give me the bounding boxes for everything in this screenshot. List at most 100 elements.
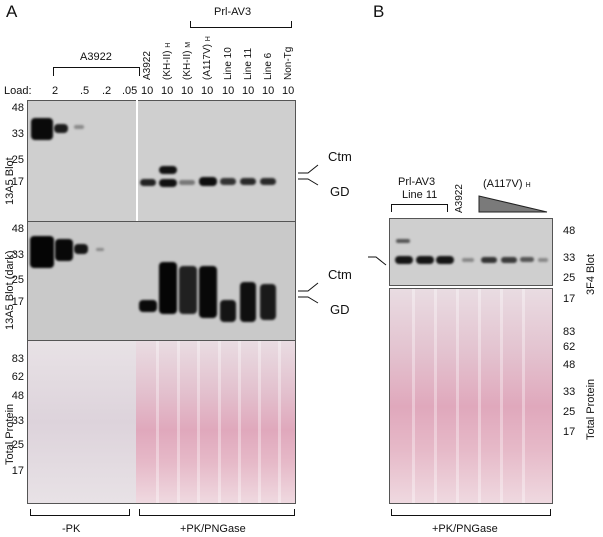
connector-b bbox=[368, 256, 387, 266]
band bbox=[199, 266, 217, 318]
blot-13a5 bbox=[27, 100, 296, 222]
load-value: 2 bbox=[52, 85, 59, 97]
prl-label-b1: Prl-AV3 bbox=[398, 176, 436, 188]
load-label: Load: bbox=[4, 85, 32, 97]
band bbox=[179, 266, 197, 314]
panel-a-label: A bbox=[6, 2, 18, 21]
band bbox=[395, 256, 413, 264]
load-value: .05 bbox=[122, 85, 138, 97]
band bbox=[396, 239, 410, 243]
lane-label-7: Line 6 bbox=[263, 52, 274, 80]
mw-label: 33 bbox=[11, 415, 24, 427]
band bbox=[31, 118, 53, 140]
mw-label: 17 bbox=[563, 293, 576, 305]
group-a3922-bracket bbox=[53, 67, 140, 76]
group-prl-bracket bbox=[190, 21, 292, 28]
mw-label: 48 bbox=[11, 390, 24, 402]
label-plus-pk-pngase: +PK/PNGase bbox=[180, 523, 246, 535]
mw-label: 48 bbox=[11, 102, 24, 114]
band bbox=[501, 257, 517, 263]
mw-label: 62 bbox=[563, 341, 576, 353]
blot-total-protein-b bbox=[389, 288, 553, 504]
mw-label: 17 bbox=[563, 426, 576, 438]
band bbox=[179, 180, 195, 185]
prl-label-b2: Line 11 bbox=[402, 189, 438, 201]
mw-label: 48 bbox=[563, 359, 576, 371]
ctm-gd-connector-a2 bbox=[298, 282, 319, 304]
mw-label: 33 bbox=[11, 128, 24, 140]
band bbox=[520, 257, 534, 262]
load-value: .2 bbox=[102, 85, 112, 97]
gd-label-2: GD bbox=[330, 302, 350, 317]
band bbox=[30, 236, 54, 268]
prl-bracket-b bbox=[391, 204, 448, 212]
label-minus-pk: -PK bbox=[62, 523, 81, 535]
lane-label-3: (KH-II) M bbox=[182, 41, 193, 80]
band bbox=[55, 239, 73, 261]
blot-3f4-ylabel: 3F4 Blot bbox=[585, 254, 597, 295]
blot-3f4 bbox=[389, 218, 553, 286]
mw-label: 25 bbox=[11, 154, 24, 166]
band bbox=[538, 258, 548, 262]
total-protein-b-ylabel: Total Protein bbox=[585, 378, 597, 440]
load-value: 10 bbox=[201, 85, 214, 97]
ctm-gd-connector-a1 bbox=[298, 164, 319, 186]
blot-total-protein bbox=[27, 340, 296, 504]
mw-label: 17 bbox=[11, 296, 24, 308]
mw-label: 33 bbox=[563, 386, 576, 398]
mw-label: 33 bbox=[563, 252, 576, 264]
a3922-label-b: A3922 bbox=[454, 184, 465, 213]
mw-label: 83 bbox=[11, 353, 24, 365]
band bbox=[54, 124, 68, 133]
load-value: 10 bbox=[262, 85, 275, 97]
group-prl-label: Prl-AV3 bbox=[214, 6, 252, 18]
load-value: 10 bbox=[181, 85, 194, 97]
band bbox=[260, 178, 276, 185]
band bbox=[220, 300, 236, 322]
mw-label: 25 bbox=[11, 439, 24, 451]
gd-label-1: GD bbox=[330, 184, 350, 199]
band bbox=[260, 284, 276, 320]
band bbox=[240, 282, 256, 322]
load-value: 10 bbox=[141, 85, 154, 97]
band bbox=[140, 179, 156, 186]
band bbox=[96, 248, 104, 251]
band bbox=[436, 256, 454, 264]
mw-label: 62 bbox=[11, 371, 24, 383]
a117v-label-b: (A117V) H bbox=[483, 178, 531, 190]
load-value: .5 bbox=[80, 85, 90, 97]
band bbox=[159, 262, 177, 314]
ctm-label-1: Ctm bbox=[328, 149, 352, 164]
load-value: 10 bbox=[282, 85, 295, 97]
mw-label: 25 bbox=[563, 406, 576, 418]
load-value: 10 bbox=[161, 85, 174, 97]
blot2-ylabel: 13A5 Blot (dark) bbox=[4, 250, 16, 330]
blot-13a5-dark bbox=[27, 221, 296, 341]
label-b-bottom: +PK/PNGase bbox=[432, 523, 498, 535]
band bbox=[240, 178, 256, 185]
load-value: 10 bbox=[242, 85, 255, 97]
mw-label: 83 bbox=[563, 326, 576, 338]
blot3-ylabel: Total Protein bbox=[4, 403, 16, 465]
lane-label-8: Non-Tg bbox=[283, 46, 294, 80]
bracket-pk-pngase bbox=[139, 509, 295, 516]
band bbox=[199, 177, 217, 186]
bracket-b bbox=[391, 509, 551, 516]
band bbox=[74, 125, 84, 129]
lane-label-5: Line 10 bbox=[223, 47, 234, 80]
panel-b-label: B bbox=[373, 2, 385, 21]
ctm-label-2: Ctm bbox=[328, 267, 352, 282]
mw-label: 48 bbox=[563, 225, 576, 237]
mw-label: 17 bbox=[11, 465, 24, 477]
band bbox=[159, 179, 177, 187]
band bbox=[220, 178, 236, 185]
stain-pk-region bbox=[28, 341, 136, 503]
mw-label: 17 bbox=[11, 176, 24, 188]
band bbox=[159, 166, 177, 174]
band bbox=[74, 244, 88, 254]
band bbox=[139, 300, 157, 312]
mw-label: 25 bbox=[563, 272, 576, 284]
load-value: 10 bbox=[222, 85, 235, 97]
dilution-wedge bbox=[478, 195, 548, 213]
band bbox=[481, 257, 497, 263]
